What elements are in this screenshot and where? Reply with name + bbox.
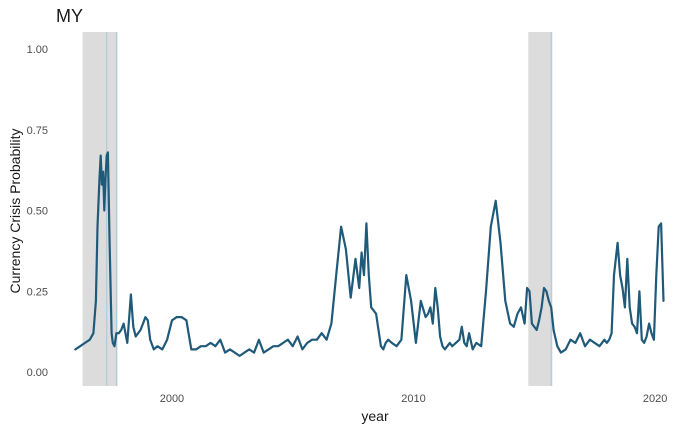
crisis-band <box>528 32 553 386</box>
probability-line <box>74 151 665 357</box>
y-tick-label: 0.25 <box>27 286 48 298</box>
x-tick-label: 2010 <box>401 393 425 405</box>
y-tick-label: 0.75 <box>27 125 48 137</box>
crisis-markers <box>106 32 552 386</box>
x-axis-ticks: 2000 2010 2020 <box>160 393 668 405</box>
crisis-bands <box>82 32 553 386</box>
probability-series <box>74 151 665 357</box>
x-tick-label: 2020 <box>643 393 667 405</box>
y-axis-ticks: 0.00 0.25 0.50 0.75 1.00 <box>27 44 48 379</box>
y-axis-title: Currency Crisis Probability <box>7 129 23 294</box>
y-tick-label: 0.50 <box>27 206 48 218</box>
y-tick-label: 0.00 <box>27 367 48 379</box>
x-axis-title: year <box>361 408 389 424</box>
chart-title: MY <box>56 6 83 26</box>
y-tick-label: 1.00 <box>27 44 48 56</box>
x-tick-label: 2000 <box>160 393 184 405</box>
